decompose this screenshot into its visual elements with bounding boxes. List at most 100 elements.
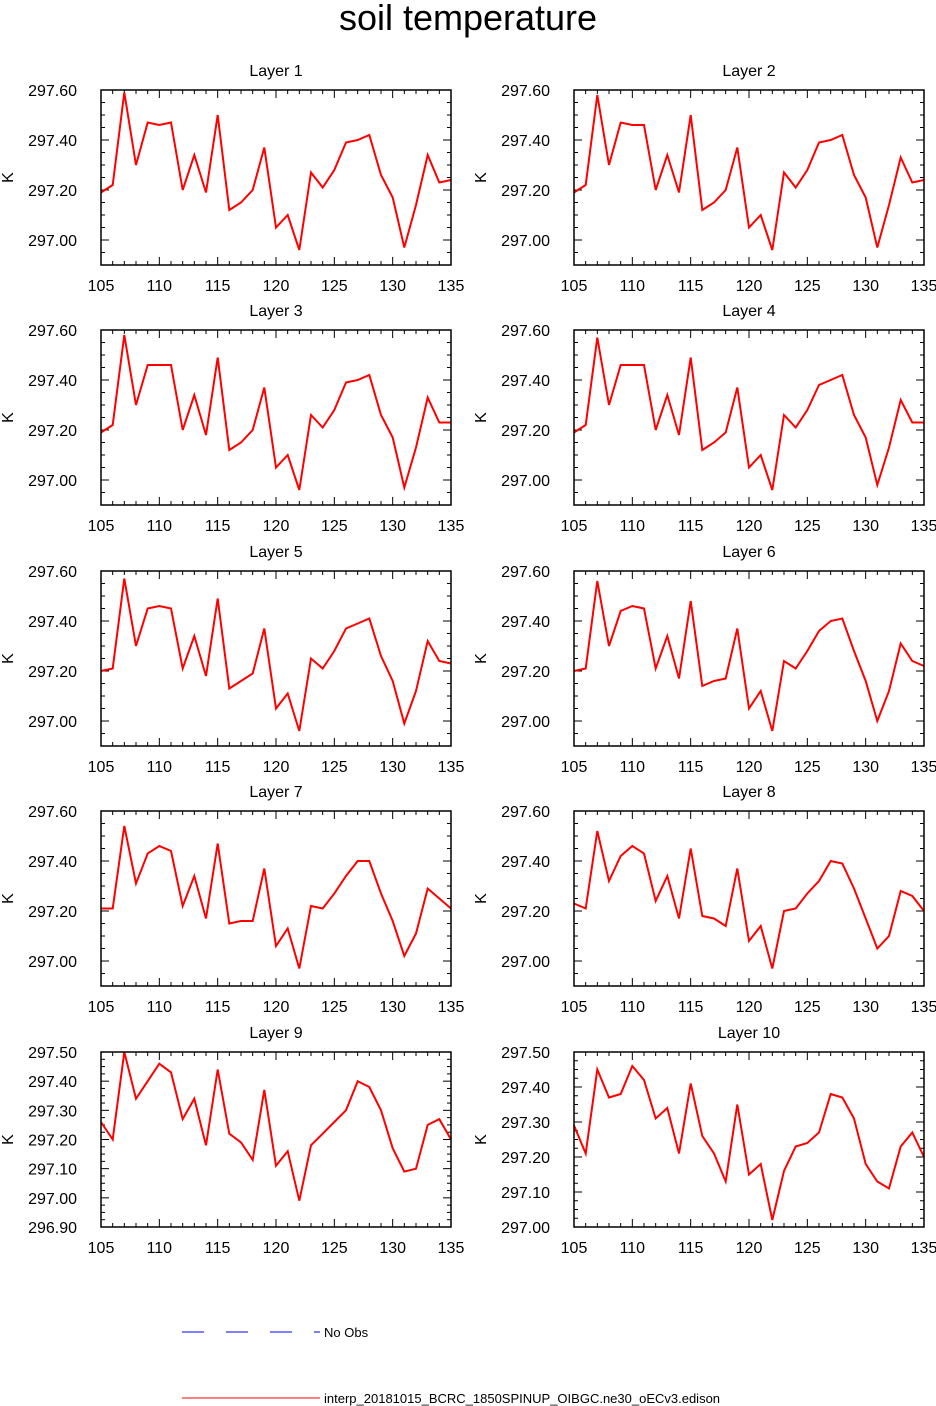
x-tick-label: 120: [736, 999, 763, 1016]
y-tick-label: 297.40: [28, 1074, 77, 1091]
x-tick-label: 130: [379, 1240, 406, 1257]
x-tick-label: 105: [561, 1240, 588, 1257]
panel-title: Layer 10: [718, 1025, 780, 1042]
y-axis-label: K: [0, 653, 17, 664]
x-tick-label: 115: [205, 518, 231, 535]
x-tick-label: 115: [678, 1240, 704, 1257]
panel-title: Layer 7: [249, 784, 302, 801]
y-tick-label: 297.00: [28, 954, 77, 971]
x-tick-label: 130: [852, 1240, 879, 1257]
y-tick-label: 297.20: [501, 183, 550, 200]
y-tick-label: 297.40: [501, 373, 550, 390]
y-tick-label: 297.00: [28, 233, 77, 250]
x-tick-label: 120: [736, 518, 763, 535]
y-tick-label: 297.60: [28, 804, 77, 821]
plot-frame: [573, 810, 925, 987]
y-tick-label: 297.60: [28, 323, 77, 340]
y-tick-label: 297.10: [501, 1185, 550, 1202]
x-tick-label: 105: [88, 278, 115, 295]
y-axis-label: K: [473, 412, 490, 423]
panel-title: Layer 6: [722, 544, 775, 561]
y-axis-label: K: [0, 412, 17, 423]
y-axis-label: K: [0, 893, 17, 904]
chart-panel-4: Layer 4 K 105 110 115 120 125 130 135 297.00 297.2…: [473, 303, 936, 535]
y-tick-label: 297.00: [501, 233, 550, 250]
y-tick-label: 297.00: [501, 1220, 550, 1237]
chart-panel-1: Layer 1 K 105 110 115 120 125 130 135 297.00 297.2…: [0, 63, 464, 295]
figure-title: soil temperature: [338, 0, 598, 38]
y-tick-label: 297.60: [501, 804, 550, 821]
x-tick-label: 105: [88, 518, 115, 535]
x-tick-label: 135: [911, 1240, 936, 1257]
y-tick-label: 297.60: [501, 564, 550, 581]
x-tick-label: 115: [678, 278, 704, 295]
y-tick-label: 297.30: [501, 1115, 550, 1132]
x-tick-label: 135: [438, 999, 465, 1016]
x-tick-label: 115: [678, 759, 704, 776]
y-axis-label: K: [473, 653, 490, 664]
x-tick-label: 110: [147, 759, 173, 776]
y-tick-label: 297.00: [501, 714, 550, 731]
y-tick-label: 297.20: [501, 423, 550, 440]
chart-panel-8: Layer 8 K 105 110 115 120 125 130 135 297.00 297.2…: [473, 784, 936, 1016]
chart-panel-7: Layer 7 K 105 110 115 120 125 130 135 297.00 297.2…: [0, 784, 464, 1016]
x-tick-label: 110: [620, 278, 646, 295]
plot-frame: [573, 329, 925, 506]
x-tick-label: 110: [147, 999, 173, 1016]
x-tick-label: 125: [321, 759, 348, 776]
x-tick-label: 110: [147, 518, 173, 535]
chart-panel-9: Layer 9 K 105 110 115 120 125 130 135 296.90 297.0…: [0, 1025, 464, 1257]
panel-title: Layer 5: [249, 544, 302, 561]
x-tick-label: 135: [911, 278, 936, 295]
y-tick-label: 297.40: [501, 133, 550, 150]
x-tick-label: 105: [88, 999, 115, 1016]
y-tick-label: 297.00: [28, 1191, 77, 1208]
x-tick-label: 120: [263, 278, 290, 295]
panel-title: Layer 8: [722, 784, 775, 801]
x-tick-label: 125: [794, 278, 821, 295]
x-tick-label: 115: [678, 518, 704, 535]
y-tick-label: 297.60: [501, 83, 550, 100]
legend: No Obs interp_20181015_BCRC_1850SPINUP_OI…: [182, 1325, 720, 1406]
x-tick-label: 130: [852, 999, 879, 1016]
plot-frame: [573, 1051, 925, 1228]
y-tick-label: 297.40: [28, 854, 77, 871]
y-tick-label: 297.20: [501, 664, 550, 681]
y-tick-label: 297.40: [28, 614, 77, 631]
x-tick-label: 130: [379, 518, 406, 535]
y-axis-label: K: [0, 1134, 17, 1145]
plot-frame: [573, 570, 925, 747]
x-tick-label: 115: [205, 1240, 231, 1257]
x-tick-label: 135: [911, 759, 936, 776]
y-tick-label: 297.20: [28, 664, 77, 681]
y-axis-label: K: [473, 1134, 490, 1145]
plot-frame: [100, 570, 452, 747]
y-tick-label: 297.00: [501, 954, 550, 971]
x-tick-label: 125: [321, 1240, 348, 1257]
x-tick-label: 135: [911, 518, 936, 535]
series-line: [100, 334, 451, 492]
chart-panel-5: Layer 5 K 105 110 115 120 125 130 135 297.00 297.2…: [0, 544, 464, 776]
x-tick-label: 110: [620, 518, 646, 535]
x-tick-label: 125: [794, 1240, 821, 1257]
y-tick-label: 297.20: [28, 904, 77, 921]
x-tick-label: 115: [205, 759, 231, 776]
x-tick-label: 125: [321, 999, 348, 1016]
x-tick-label: 135: [438, 1240, 465, 1257]
y-tick-label: 297.20: [501, 904, 550, 921]
x-tick-label: 120: [263, 518, 290, 535]
x-tick-label: 135: [911, 999, 936, 1016]
y-tick-label: 297.60: [28, 564, 77, 581]
x-tick-label: 125: [794, 518, 821, 535]
y-tick-label: 297.60: [501, 323, 550, 340]
x-tick-label: 105: [561, 278, 588, 295]
y-tick-label: 297.00: [28, 714, 77, 731]
y-tick-label: 297.00: [28, 473, 77, 490]
plot-frame: [100, 329, 452, 506]
x-tick-label: 130: [852, 278, 879, 295]
x-tick-label: 130: [379, 278, 406, 295]
x-tick-label: 135: [438, 278, 465, 295]
plot-frame: [100, 89, 452, 266]
x-tick-label: 135: [438, 518, 465, 535]
chart-panel-10: Layer 10 K 105 110 115 120 125 130 135 297.00 297.…: [473, 1025, 936, 1257]
